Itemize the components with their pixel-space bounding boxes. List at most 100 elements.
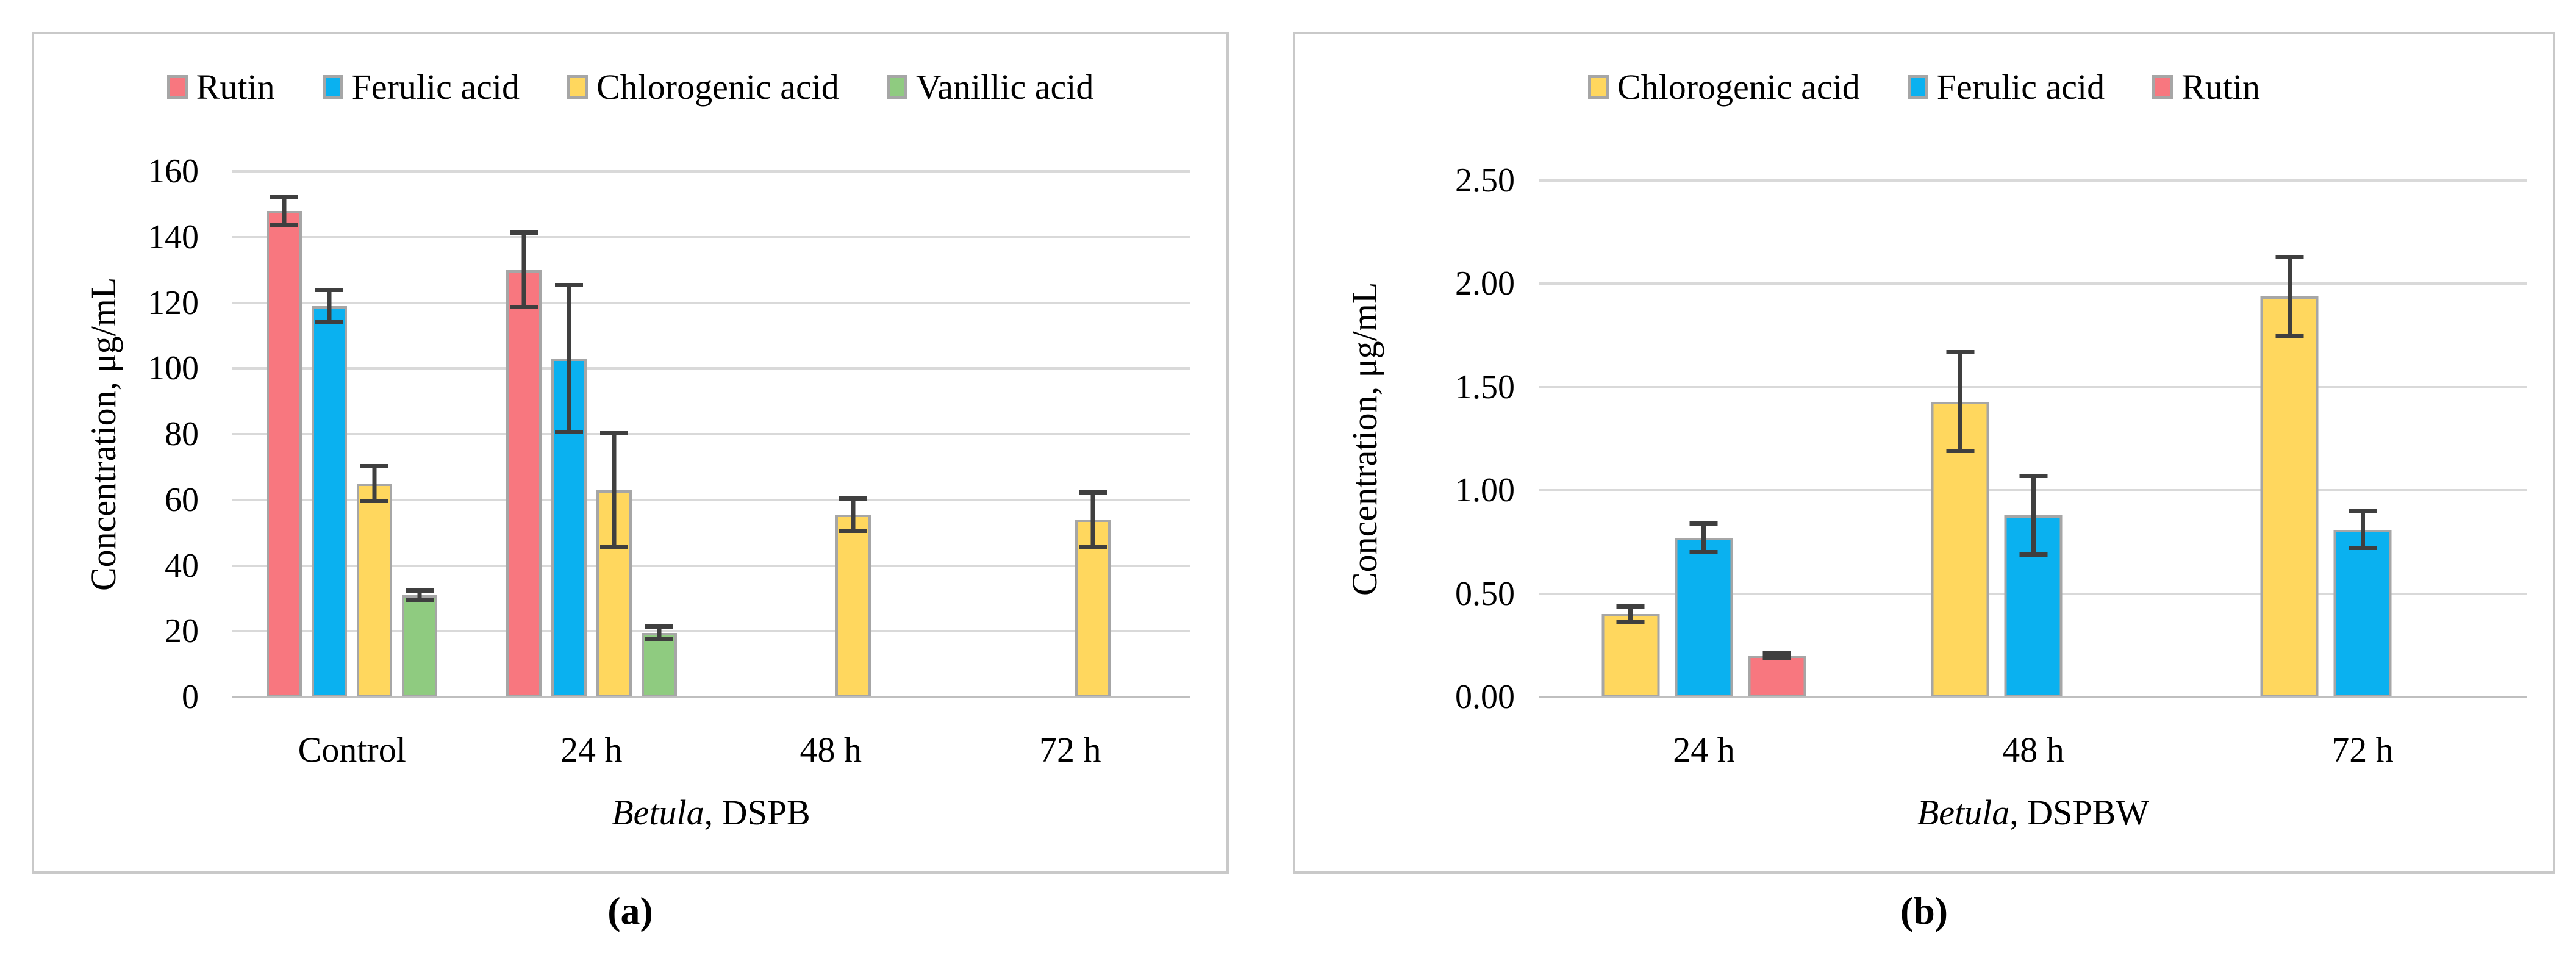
legend-label-rutin: Rutin	[2181, 67, 2261, 107]
bar-rutin-control	[267, 210, 302, 697]
bar-slot-rutin-48-h	[2078, 180, 2136, 697]
bar-chlorogenic-acid-24-h	[1601, 614, 1660, 697]
bar-slot-vanillic-acid-72-h	[1120, 171, 1156, 697]
x-tick-24-h: 24 h	[560, 730, 623, 770]
bar-ferulic-acid-24-h	[1675, 538, 1733, 697]
y-tick-60: 60	[165, 480, 199, 519]
error-bar-chlorogenic-acid-24-h	[599, 430, 628, 549]
error-bar-ferulic-acid-72-h	[2349, 509, 2377, 551]
bar-ferulic-acid-control	[312, 305, 348, 697]
bar-slot-ferulic-acid-48-h	[790, 171, 826, 697]
bar-slot-ferulic-acid-24-h	[1675, 180, 1733, 697]
y-tick-2.00: 2.00	[1455, 265, 1515, 303]
legend-item-ferulic-acid: Ferulic acid	[322, 67, 520, 107]
y-tick-20: 20	[165, 612, 199, 651]
bar-slot-ferulic-acid-48-h	[2004, 180, 2063, 697]
legend-item-rutin: Rutin	[166, 67, 275, 107]
legend-label-ferulic-acid: Ferulic acid	[1936, 67, 2105, 107]
gridline-y-40	[232, 564, 1190, 567]
x-tick-72-h: 72 h	[2331, 730, 2394, 770]
bar-slot-rutin-72-h	[985, 171, 1020, 697]
bar-slot-chlorogenic-acid-48-h	[1931, 180, 1989, 697]
gridline-y-2.00	[1539, 282, 2527, 285]
bar-slot-ferulic-acid-24-h	[551, 171, 587, 697]
chart-b-panel: Chlorogenic acid Ferulic acid Rutin Concen…	[1293, 32, 2555, 874]
y-tick-0: 0	[182, 678, 199, 716]
error-bar-chlorogenic-acid-control	[360, 463, 389, 504]
chart-b-x-title-italic: Betula	[1917, 793, 2010, 832]
y-tick-1.50: 1.50	[1455, 368, 1515, 406]
bar-slot-rutin-72-h	[2407, 180, 2465, 697]
bar-slot-rutin-48-h	[745, 171, 781, 697]
bar-rutin-24-h	[1748, 656, 1806, 697]
error-bar-ferulic-acid-24-h	[554, 283, 583, 434]
y-tick-80: 80	[165, 415, 199, 453]
chart-a-x-axis-ticks: Control 24 h 48 h 72 h	[232, 715, 1190, 768]
gridline-y-80	[232, 433, 1190, 435]
error-bar-vanillic-acid-24-h	[645, 624, 673, 641]
bar-slot-ferulic-acid-control	[312, 171, 348, 697]
chart-b-y-axis-title: Concentration, μg/mL	[1345, 282, 1384, 596]
bar-rutin-24-h	[506, 270, 542, 697]
chart-a-x-axis-title: Betula, DSPB	[232, 795, 1190, 831]
gridline-y-160	[232, 170, 1190, 173]
y-tick-120: 120	[148, 284, 199, 322]
chart-a-plot-area	[232, 170, 1190, 698]
error-bar-rutin-control	[270, 194, 299, 227]
bar-group-control	[267, 171, 438, 697]
chart-a-legend: Rutin Ferulic acid Chlorogenic acid Vanilli…	[34, 70, 1226, 105]
chart-a-x-title-rest: , DSPB	[704, 793, 810, 832]
bar-vanillic-acid-control	[402, 595, 438, 697]
error-bar-ferulic-acid-24-h	[1689, 521, 1718, 555]
error-bar-vanillic-acid-control	[406, 588, 434, 602]
legend-swatch-ferulic-acid	[322, 75, 343, 99]
legend-item-chlorogenic-acid: Chlorogenic acid	[567, 70, 839, 105]
legend-swatch-chlorogenic-acid	[1587, 75, 1609, 99]
caption-a: (a)	[607, 889, 653, 932]
bar-slot-chlorogenic-acid-48-h	[835, 171, 871, 697]
bar-chlorogenic-acid-control	[357, 483, 393, 697]
y-tick-2.50: 2.50	[1455, 162, 1515, 199]
bar-vanillic-acid-24-h	[641, 632, 677, 697]
y-tick-160: 160	[148, 152, 199, 190]
legend-item-ferulic-acid: Ferulic acid	[1907, 67, 2105, 107]
gridline-y-1.50	[1539, 385, 2527, 388]
error-bar-rutin-24-h	[1762, 651, 1791, 660]
gridline-y-20	[232, 630, 1190, 633]
legend-swatch-chlorogenic-acid	[567, 75, 588, 99]
legend-swatch-rutin	[166, 75, 188, 99]
error-bar-chlorogenic-acid-24-h	[1616, 604, 1645, 625]
legend-label-ferulic-acid: Ferulic acid	[351, 67, 520, 107]
legend-label-chlorogenic-acid: Chlorogenic acid	[596, 67, 839, 107]
legend-item-vanillic-acid: Vanillic acid	[886, 70, 1093, 105]
chart-b-y-axis-ticks: 0.00 0.50 1.00 1.50 2.00 2.50	[1381, 163, 1515, 714]
bar-group-72-h	[985, 171, 1156, 697]
bar-group-24-h	[506, 171, 677, 697]
bar-slot-chlorogenic-acid-control	[357, 171, 393, 697]
y-tick-40: 40	[165, 546, 199, 585]
y-tick-0.00: 0.00	[1455, 678, 1515, 716]
bar-slot-rutin-control	[267, 171, 302, 697]
legend-label-rutin: Rutin	[196, 67, 275, 107]
gridline-y-140	[232, 235, 1190, 238]
bar-slot-chlorogenic-acid-24-h	[596, 171, 632, 697]
bar-slot-vanillic-acid-control	[402, 171, 438, 697]
error-bar-ferulic-acid-48-h	[2019, 474, 2047, 557]
gridline-y-0	[232, 696, 1190, 698]
bar-chlorogenic-acid-72-h	[2260, 296, 2319, 697]
bar-slot-ferulic-acid-72-h	[1030, 171, 1065, 697]
bar-chlorogenic-acid-48-h	[835, 515, 871, 697]
caption-b: (b)	[1900, 889, 1948, 932]
error-bar-chlorogenic-acid-72-h	[1078, 490, 1107, 549]
bar-group-48-h	[745, 171, 916, 697]
bar-chlorogenic-acid-72-h	[1075, 520, 1111, 697]
chart-b-x-title-rest: , DSPBW	[2009, 793, 2150, 832]
bar-slot-chlorogenic-acid-72-h	[1075, 171, 1111, 697]
gridline-y-0.00	[1539, 696, 2527, 698]
legend-item-rutin: Rutin	[2152, 70, 2260, 105]
error-bar-ferulic-acid-control	[315, 288, 344, 324]
legend-swatch-vanillic-acid	[886, 75, 907, 99]
chart-a-x-title-italic: Betula	[612, 793, 704, 832]
bar-slot-ferulic-acid-72-h	[2333, 180, 2392, 697]
